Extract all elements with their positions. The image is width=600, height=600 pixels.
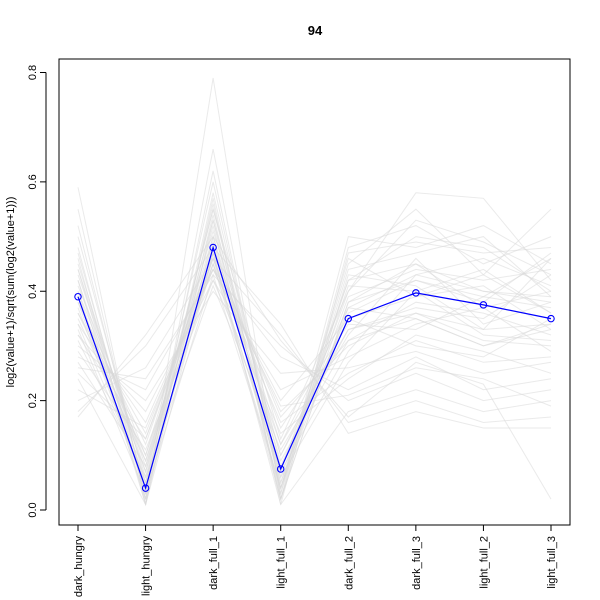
data-point xyxy=(344,314,353,323)
data-point xyxy=(276,465,285,473)
highlighted-series-line xyxy=(77,245,552,491)
background-series-line xyxy=(77,220,552,507)
x-tick-label: light_full_1 xyxy=(276,536,288,589)
x-tick-label: dark_full_2 xyxy=(343,536,355,590)
y-tick-label: 0.4 xyxy=(27,284,39,299)
background-series-line xyxy=(77,268,552,424)
y-axis-label: log2(value+1)/sqrt(sum(log2(value+1))) xyxy=(5,197,17,388)
highlighted-series-group xyxy=(74,243,555,492)
data-point xyxy=(547,314,555,323)
y-tick-label: 0.8 xyxy=(27,65,39,80)
background-series-group xyxy=(77,77,552,507)
background-series-line xyxy=(77,251,552,506)
background-series-line xyxy=(77,290,552,402)
background-series-line xyxy=(77,225,552,496)
data-point xyxy=(479,301,488,309)
background-series-line xyxy=(77,207,552,474)
x-tick-label: dark_hungry xyxy=(73,536,85,598)
x-tick-label: light_hungry xyxy=(141,536,153,596)
y-tick-label: 0.0 xyxy=(27,502,39,517)
x-axis: dark_hungry light_hungry dark_full_1 light_… xyxy=(73,524,558,598)
y-tick-label: 0.6 xyxy=(27,174,39,189)
x-tick-label: dark_full_1 xyxy=(208,536,220,590)
y-tick-label: 0.2 xyxy=(27,393,39,408)
background-series-line xyxy=(77,257,552,435)
x-tick-label: dark_full_3 xyxy=(411,536,423,590)
data-point xyxy=(141,484,150,492)
background-series-line xyxy=(77,209,552,480)
x-tick-label: light_full_3 xyxy=(546,536,558,589)
data-point xyxy=(209,243,217,252)
background-series-line xyxy=(77,256,552,479)
data-point xyxy=(412,289,420,297)
data-point xyxy=(74,292,82,301)
y-axis: 0.0 0.2 0.4 0.6 0.8 xyxy=(27,65,47,518)
background-series-line xyxy=(77,273,552,402)
x-tick-label: light_full_2 xyxy=(478,536,490,589)
background-series-line xyxy=(77,256,552,457)
chart-title: 94 xyxy=(308,23,323,38)
background-series-line xyxy=(77,251,552,441)
